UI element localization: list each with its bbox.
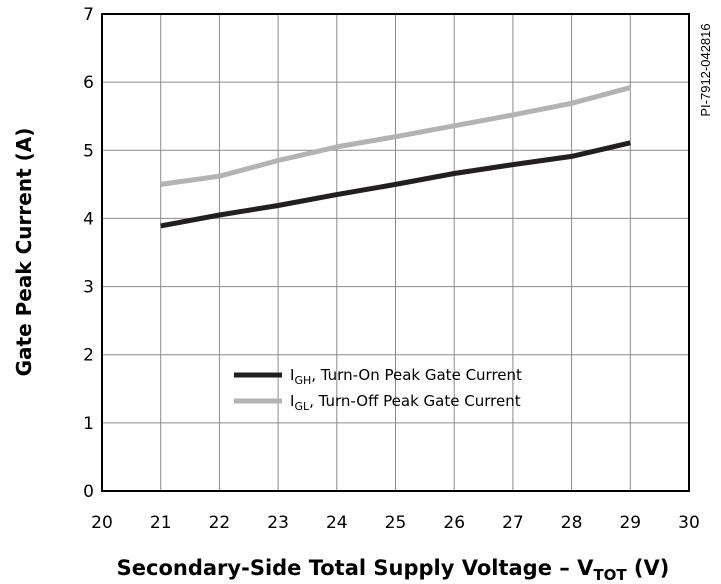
y-axis-title: Gate Peak Current (A) [12,128,36,377]
y-tick-label: 2 [83,346,94,366]
x-axis-title-subscript: TOT [593,566,627,584]
y-tick-label: 4 [83,209,94,229]
turn-on-series-line [160,140,631,229]
x-tick-label: 21 [150,513,172,533]
grid-lines [101,13,690,492]
y-tick-label: 3 [83,278,94,298]
legend-label-suffix: , Turn-On Peak Gate Current [311,366,522,384]
x-tick-label: 24 [326,513,348,533]
legend-label-subscript: GL [294,400,310,413]
legend-label-subscript: GH [294,374,311,387]
x-tick-label: 30 [678,513,700,533]
legend-label-main: I [290,392,294,410]
x-tick-label: 25 [385,513,407,533]
x-axis-ticks: 20 21 22 23 24 25 26 27 28 29 30 [91,513,700,533]
x-tick-label: 26 [443,513,465,533]
series-layer [160,85,631,229]
y-tick-label: 7 [83,5,94,25]
x-tick-label: 23 [267,513,289,533]
y-tick-label: 0 [83,482,94,502]
y-axis-ticks: 0 1 2 3 4 5 6 7 [83,5,94,502]
legend-label-suffix: , Turn-Off Peak Gate Current [309,392,521,410]
legend-label-turn-on: IGH, Turn-On Peak Gate Current [290,366,522,387]
y-tick-label: 1 [83,414,94,434]
y-tick-label: 6 [83,73,94,93]
x-tick-label: 22 [209,513,231,533]
turn-off-series-line [160,85,631,187]
x-axis-title-suffix: (V) [627,556,670,580]
legend-label-turn-off: IGL, Turn-Off Peak Gate Current [290,392,521,413]
figure-code: PI-7912-042816 [698,23,713,116]
legend-label-main: I [290,366,294,384]
plot-frame [101,13,690,492]
x-tick-label: 27 [502,513,524,533]
x-tick-label: 29 [619,513,641,533]
x-tick-label: 28 [561,513,583,533]
x-tick-label: 20 [91,513,113,533]
y-tick-label: 5 [83,141,94,161]
x-axis-title-main: Secondary-Side Total Supply Voltage – V [117,556,594,580]
x-axis-title: Secondary-Side Total Supply Voltage – VT… [117,556,670,584]
